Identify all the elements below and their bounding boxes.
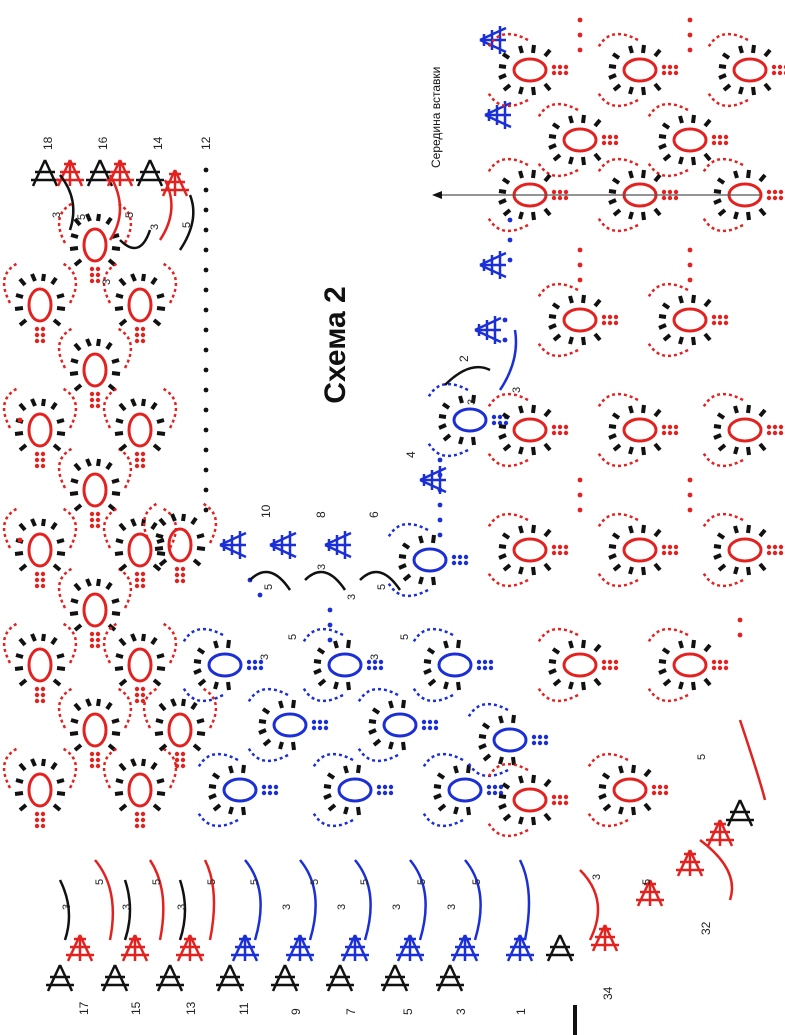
row-label: 4 (404, 451, 418, 458)
row-labels: 18 16 14 12 10 8 6 4 2 17 15 13 11 9 7 5… (41, 136, 713, 1015)
svg-text:5: 5 (416, 879, 428, 885)
red-chains (17, 17, 743, 638)
svg-text:5: 5 (376, 584, 388, 590)
svg-text:3: 3 (391, 904, 403, 910)
fan-stitch (102, 506, 178, 591)
diagram-title: Схема 2 (319, 286, 352, 403)
fan-stitch (2, 386, 78, 471)
svg-text:5: 5 (124, 212, 136, 218)
row-label: 34 (601, 986, 615, 1000)
row-label: 15 (129, 1001, 143, 1015)
svg-text:3: 3 (446, 904, 458, 910)
row-label: 11 (237, 1002, 251, 1015)
svg-text:3: 3 (369, 654, 381, 660)
svg-text:5: 5 (263, 584, 275, 590)
row-label: 5 (401, 1008, 415, 1015)
middle-caption: Середина вставки (429, 67, 443, 168)
svg-text:3: 3 (281, 904, 293, 910)
svg-text:5: 5 (696, 754, 708, 760)
row-label: 13 (184, 1001, 198, 1015)
fan-stitch (2, 261, 78, 346)
fan-stitch (57, 566, 133, 651)
fan-stitch (301, 627, 386, 703)
blue-edge-clusters (218, 24, 513, 561)
svg-text:3: 3 (176, 904, 188, 910)
svg-text:3: 3 (259, 654, 271, 660)
fan-stitch (57, 446, 133, 531)
svg-text:5: 5 (181, 222, 193, 228)
blue-chains (247, 217, 513, 643)
chain-arcs (58, 174, 767, 941)
top-edge-clusters (29, 158, 191, 198)
fan-stitch (246, 687, 331, 763)
row-label: 32 (699, 921, 713, 935)
row-label: 2 (457, 355, 471, 362)
fan-stitch (142, 501, 218, 586)
svg-text:5: 5 (151, 879, 163, 885)
fan-stitch (57, 326, 133, 411)
fan-stitch (102, 746, 178, 831)
fan-stitch (421, 752, 506, 828)
right-red-fan-block (486, 32, 785, 838)
svg-text:3: 3 (336, 904, 348, 910)
svg-text:5: 5 (309, 879, 321, 885)
fan-stitch (102, 261, 178, 346)
row-label: 10 (259, 504, 273, 518)
svg-text:3: 3 (149, 224, 161, 230)
svg-text:3: 3 (101, 279, 113, 285)
top-left-fan-block (2, 201, 218, 831)
svg-text:3: 3 (591, 874, 603, 880)
fan-stitch (311, 752, 396, 828)
row-12-chain (203, 167, 209, 513)
fan-stitch (2, 746, 78, 831)
svg-text:3: 3 (346, 594, 358, 600)
row-label: 17 (77, 1001, 91, 1015)
svg-text:5: 5 (471, 879, 483, 885)
row-label: 7 (344, 1008, 358, 1015)
svg-text:3: 3 (51, 212, 63, 218)
svg-text:5: 5 (641, 879, 653, 885)
fan-stitch (2, 506, 78, 591)
middle-marker: Середина вставки (429, 67, 760, 199)
bottom-edge-clusters (44, 798, 756, 993)
fan-stitch (386, 522, 471, 598)
row-label: 3 (454, 1008, 468, 1015)
svg-text:5: 5 (249, 879, 261, 885)
row-label: 16 (96, 136, 110, 150)
fan-stitch (426, 382, 511, 458)
svg-text:5: 5 (287, 634, 299, 640)
svg-text:5: 5 (359, 879, 371, 885)
svg-text:3: 3 (511, 387, 523, 393)
fan-stitch (356, 687, 441, 763)
arrow-head-icon (432, 191, 442, 199)
svg-text:3: 3 (466, 399, 478, 405)
row-label: 1 (514, 1008, 528, 1015)
row-label: 14 (151, 136, 165, 150)
svg-text:3: 3 (121, 904, 133, 910)
svg-text:3: 3 (61, 904, 73, 910)
fan-stitch (102, 386, 178, 471)
row-label: 8 (314, 511, 328, 518)
fan-stitch (57, 686, 133, 771)
row-label: 9 (289, 1008, 303, 1015)
fan-stitch (102, 621, 178, 706)
fan-stitch (181, 627, 266, 703)
svg-text:5: 5 (206, 879, 218, 885)
svg-text:5: 5 (76, 214, 88, 220)
blue-fan-block (181, 382, 551, 828)
row-label: 6 (367, 511, 381, 518)
fan-stitch (411, 627, 496, 703)
chain-counts: 3 5 3 5 3 5 5 3 5 3 5 3 5 3 5 3 5 5 5 3 … (51, 212, 708, 910)
svg-text:3: 3 (316, 564, 328, 570)
svg-text:5: 5 (399, 634, 411, 640)
svg-text:5: 5 (94, 879, 106, 885)
row-label: 12 (199, 136, 213, 150)
row-label: 18 (41, 136, 55, 150)
fan-stitch (196, 752, 281, 828)
start-marker (573, 1005, 577, 1035)
fan-stitch (2, 621, 78, 706)
